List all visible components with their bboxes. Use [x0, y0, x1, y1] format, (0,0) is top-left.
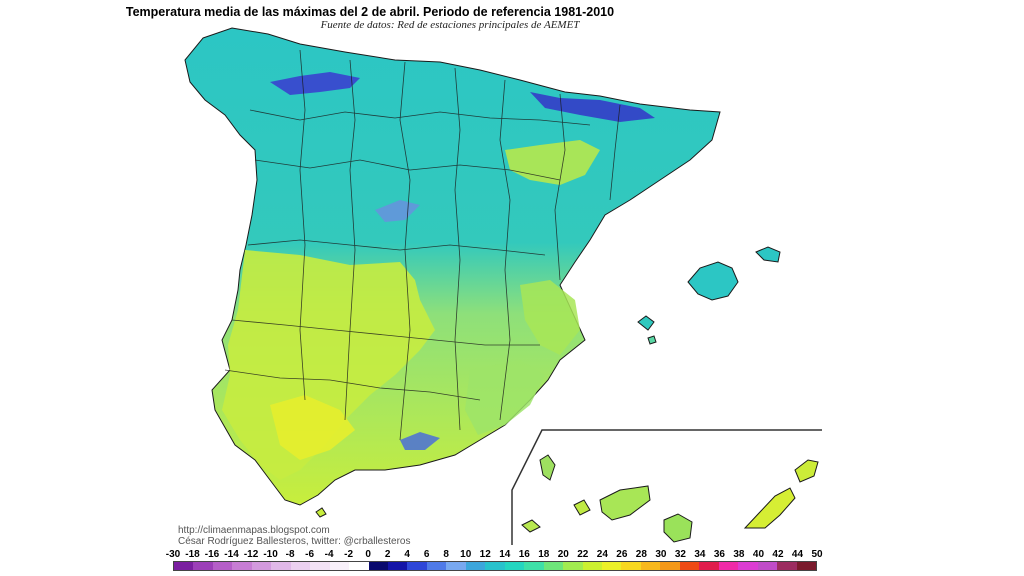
- cold-zone-central-system: [375, 200, 420, 222]
- legend-swatch: [387, 562, 408, 570]
- legend-tick-label: 26: [616, 549, 628, 560]
- legend-tick-label: 12: [479, 549, 491, 560]
- island-tenerife: [599, 485, 651, 521]
- cold-zone-cantabrian: [270, 72, 360, 95]
- legend-tick-label: 18: [538, 549, 550, 560]
- island-el-hierro: [521, 519, 541, 533]
- legend-swatch: [368, 562, 388, 570]
- legend-tick-label: 20: [557, 549, 569, 560]
- legend-swatch: [699, 562, 719, 570]
- legend-swatch: [329, 562, 350, 570]
- legend-swatch: [796, 562, 816, 570]
- legend-tick-label: 10: [460, 549, 472, 560]
- legend-swatch: [465, 562, 486, 570]
- legend-swatch: [718, 562, 739, 570]
- legend-tick-label: 32: [674, 549, 686, 560]
- legend-tick-label: -2: [344, 549, 354, 560]
- legend-swatch: [524, 562, 544, 570]
- legend-ticks: -30 -18 -16 -14 -12 -10 -8 -6 -4 -2 0 2 4 6 8 10 12 14 16 1…: [165, 549, 825, 561]
- legend-tick-label: -12: [243, 549, 259, 560]
- legend-tick-label: -16: [204, 549, 220, 560]
- legend-swatch: [349, 562, 369, 570]
- island-ibiza: [637, 315, 655, 331]
- legend-tick-label: 50: [811, 549, 823, 560]
- legend-swatch: [271, 562, 291, 570]
- hot-zone-guadalquivir: [270, 395, 355, 460]
- legend-swatch: [640, 562, 661, 570]
- island-lanzarote: [794, 459, 819, 483]
- color-legend: -30 -18 -16 -14 -12 -10 -8 -6 -4 -2 0 2 4 6 8 10 12 14 16 1…: [165, 549, 825, 576]
- credit-url[interactable]: http://climaenmapas.blogspot.com: [178, 525, 330, 536]
- legend-swatch: [543, 562, 564, 570]
- legend-swatch: [407, 562, 427, 570]
- legend-swatch: [290, 562, 311, 570]
- map-title: Temperatura media de las máximas del 2 d…: [125, 5, 615, 19]
- mild-zone-southeast: [465, 360, 545, 435]
- warm-zone-levante: [520, 280, 580, 355]
- legend-tick-label: 6: [423, 549, 430, 560]
- legend-tick-label: -10: [263, 549, 278, 560]
- legend-swatch: [232, 562, 252, 570]
- canary-inset-frame: [511, 429, 822, 545]
- legend-swatch: [563, 562, 583, 570]
- legend-tick-label: 38: [733, 549, 745, 560]
- map-subtitle: Fuente de datos: Red de estaciones princ…: [320, 19, 580, 31]
- legend-tick-label: -14: [224, 549, 239, 560]
- island-fuerteventura: [743, 487, 796, 529]
- legend-tick-label: 30: [655, 549, 667, 560]
- cold-zone-pyrenees: [530, 92, 655, 122]
- legend-swatch: [777, 562, 797, 570]
- legend-swatch: [582, 562, 602, 570]
- legend-tick-label: 16: [518, 549, 530, 560]
- cold-zone-sierra-nevada: [400, 432, 440, 450]
- legend-tick-label: 28: [635, 549, 647, 560]
- legend-color-bar: [173, 561, 817, 571]
- legend-tick-label: 34: [694, 549, 706, 560]
- legend-tick-label: 0: [365, 549, 371, 560]
- island-la-palma: [539, 454, 556, 481]
- credits: http://climaenmapas.blogspot.com César R…: [178, 525, 410, 547]
- legend-swatch: [679, 562, 700, 570]
- legend-swatch: [757, 562, 778, 570]
- legend-tick-label: -4: [324, 549, 334, 560]
- legend-swatch: [738, 562, 758, 570]
- legend-tick-label: -30: [165, 549, 181, 560]
- legend-tick-label: 36: [713, 549, 725, 560]
- legend-tick-label: -8: [285, 549, 295, 560]
- legend-tick-label: 22: [577, 549, 589, 560]
- island-gran-canaria: [663, 513, 693, 543]
- legend-swatch: [310, 562, 330, 570]
- legend-tick-label: 44: [791, 549, 804, 560]
- legend-swatch: [426, 562, 447, 570]
- legend-tick-label: -6: [305, 549, 315, 560]
- legend-tick-label: 24: [596, 549, 608, 560]
- island-mallorca: [687, 261, 739, 301]
- island-menorca: [755, 246, 781, 263]
- island-la-gomera: [573, 499, 591, 516]
- legend-tick-label: 14: [499, 549, 511, 560]
- legend-tick-label: 42: [772, 549, 784, 560]
- legend-swatch: [485, 562, 505, 570]
- legend-swatch: [601, 562, 622, 570]
- legend-swatch: [660, 562, 680, 570]
- ceuta: [315, 507, 327, 518]
- legend-swatch: [504, 562, 525, 570]
- legend-swatch: [212, 562, 233, 570]
- legend-swatch: [193, 562, 213, 570]
- legend-tick-label: 2: [384, 549, 391, 560]
- legend-swatch: [251, 562, 272, 570]
- legend-tick-label: 4: [404, 549, 410, 560]
- legend-tick-label: 8: [443, 549, 449, 560]
- canary-islands: [521, 454, 819, 543]
- credit-author: César Rodríguez Ballesteros, twitter: @c…: [178, 536, 411, 547]
- legend-tick-label: 40: [752, 549, 765, 560]
- legend-swatch: [446, 562, 466, 570]
- legend-tick-label: -18: [185, 549, 200, 560]
- island-formentera: [647, 335, 657, 345]
- legend-swatch: [621, 562, 641, 570]
- legend-swatch: [174, 562, 194, 570]
- province-borders: [224, 49, 621, 441]
